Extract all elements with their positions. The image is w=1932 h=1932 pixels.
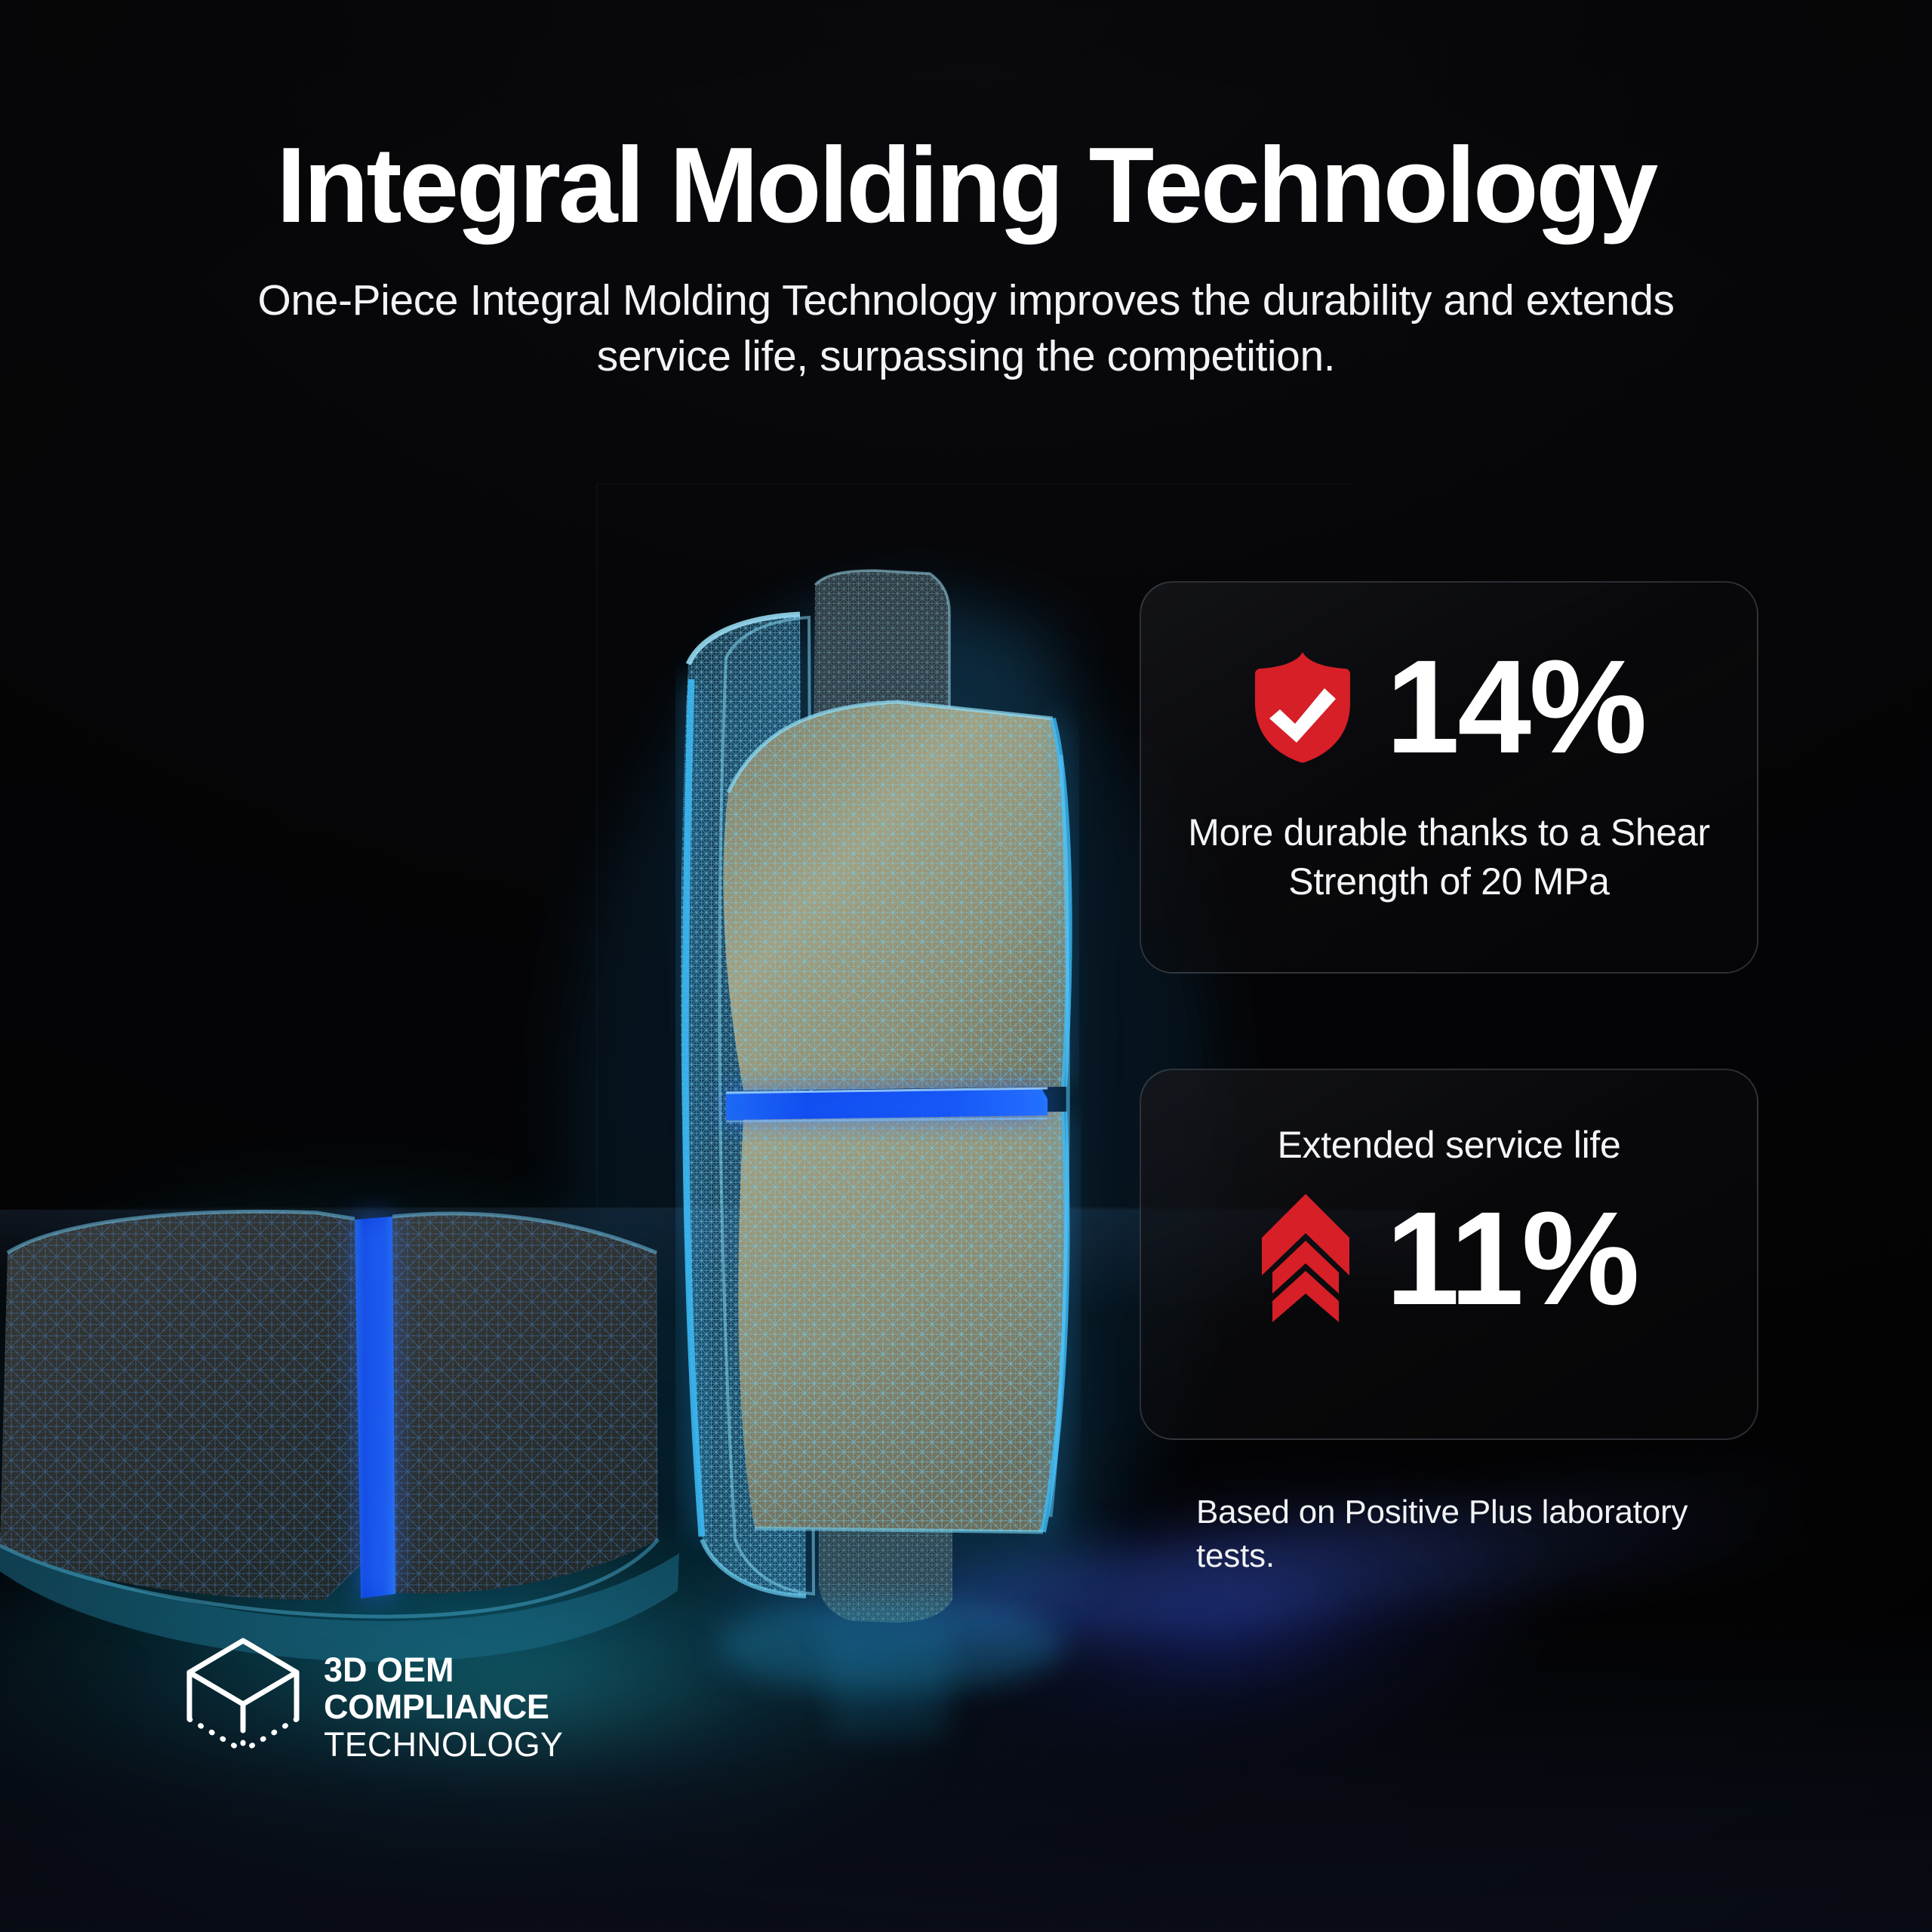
- service-life-card-row: 11%: [1141, 1167, 1757, 1325]
- header: Integral Molding Technology One-Piece In…: [0, 132, 1932, 384]
- shield-check-icon: [1255, 652, 1351, 764]
- logo-line-2: COMPLIANCE: [324, 1687, 549, 1727]
- durability-card-row: 14%: [1141, 583, 1757, 781]
- compliance-logo: 3D OEM COMPLIANCE TECHNOLOGY: [183, 1635, 563, 1780]
- durability-caption: More durable thanks to a Shear Strength …: [1188, 811, 1710, 903]
- service-life-label: Extended service life: [1277, 1124, 1621, 1166]
- logo-line-1: 3D OEM: [324, 1650, 454, 1689]
- page-title: Integral Molding Technology: [276, 125, 1658, 245]
- logo-text: 3D OEM COMPLIANCE TECHNOLOGY: [324, 1651, 563, 1764]
- service-life-value: 11%: [1386, 1184, 1640, 1333]
- service-life-card[interactable]: Extended service life 11%: [1140, 1069, 1758, 1440]
- wireframe-cube-icon: [186, 1638, 300, 1755]
- logo-line-3: TECHNOLOGY: [324, 1724, 564, 1764]
- chevrons-up-icon: [1262, 1194, 1350, 1322]
- durability-card[interactable]: 14% More durable thanks to a Shear Stren…: [1140, 581, 1758, 974]
- durability-value: 14%: [1386, 633, 1647, 781]
- footnote: Based on Positive Plus laboratory tests.: [1196, 1494, 1688, 1575]
- page-subtitle: One-Piece Integral Molding Technology im…: [257, 276, 1675, 381]
- stat-cards: 14% More durable thanks to a Shear Stren…: [1140, 581, 1758, 1440]
